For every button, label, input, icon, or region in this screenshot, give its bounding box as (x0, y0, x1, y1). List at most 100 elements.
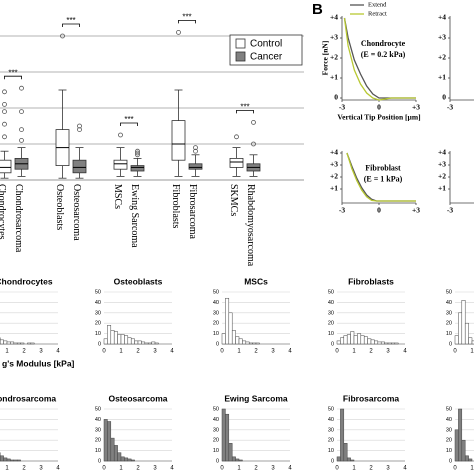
x-tick-label: Chondrocytes (0, 184, 7, 240)
x-tick-label: 1 (352, 349, 356, 355)
y-tick-label: 40 (328, 300, 334, 306)
x-tick-label: 0 (220, 349, 224, 355)
y-tick-label: +3 (438, 160, 446, 169)
y-tick-label: 10 (446, 331, 452, 337)
histogram-bar (103, 419, 108, 462)
histogram-bar (242, 340, 247, 345)
significance-label: *** (66, 16, 75, 25)
histogram-bar (127, 337, 132, 345)
histogram-bar (113, 445, 118, 462)
histogram-bar (113, 331, 118, 345)
y-tick-label: 30 (213, 310, 219, 316)
y-tick-label: 40 (95, 417, 101, 423)
x-tick-label: 4 (56, 349, 60, 355)
histogram-bar (110, 437, 115, 462)
histogram-bar (13, 342, 18, 345)
x-tick-label: 3 (153, 466, 157, 472)
legend-label: Control (250, 39, 282, 50)
outlier (193, 145, 198, 151)
histogram-bar (10, 459, 15, 462)
y-tick-label: 50 (328, 406, 334, 412)
y-tick-label: 30 (446, 310, 452, 316)
histogram-bar (117, 334, 122, 345)
y-tick-label: 40 (446, 417, 452, 423)
histogram-bar (0, 339, 4, 345)
histogram-bar (238, 459, 243, 462)
x-tick-label: 2 (369, 349, 373, 355)
y-tick-label: 30 (328, 427, 334, 433)
x-tick-label: 0 (453, 349, 457, 355)
y-tick-label: 0 (442, 93, 446, 102)
histogram-bar (107, 421, 112, 462)
outlier (135, 150, 140, 156)
histogram-bar (228, 312, 233, 345)
histogram-bar (228, 443, 233, 462)
y-tick-label: +3 (330, 160, 338, 169)
x-tick-label: -3 (339, 206, 345, 215)
legend-label: Cancer (250, 52, 283, 63)
histogram-bar (346, 457, 351, 462)
x-tick-label: 3 (386, 349, 390, 355)
legend-label: Retract (368, 10, 387, 17)
x-tick-label: 0 (377, 103, 381, 112)
legend-swatch (235, 51, 246, 62)
y-tick-label: 0 (216, 341, 219, 347)
histogram-bar (235, 336, 240, 345)
y-tick-label: 0 (449, 458, 452, 464)
histogram-bar (6, 341, 11, 345)
y-tick-label: 10 (213, 448, 219, 454)
histogram-bar (127, 458, 132, 462)
histogram-bar (461, 300, 466, 345)
x-tick-label: 1 (5, 466, 9, 472)
outlier (60, 33, 65, 39)
histogram-bar (0, 455, 4, 462)
x-tick-label: 2 (22, 349, 26, 355)
y-tick-label: 10 (95, 331, 101, 337)
y-tick-label: +1 (330, 73, 338, 82)
x-tick-label: MSCs (112, 184, 123, 209)
histogram-bar (13, 459, 18, 462)
histogram-bar (360, 335, 365, 345)
histogram-bar (231, 456, 236, 462)
y-tick-label: 0 (331, 458, 334, 464)
histogram-bar (464, 322, 469, 345)
x-axis-label: Vertical Tip Position [µm] (337, 113, 420, 122)
y-tick-label: 30 (446, 427, 452, 433)
x-tick-label: Osteoblasts (54, 184, 65, 230)
x-tick-label: 1 (119, 466, 123, 472)
histogram-bar (120, 334, 125, 345)
y-tick-label: 0 (98, 458, 101, 464)
plot-title: Fibrosarcoma (343, 393, 399, 403)
histogram-bar (221, 333, 226, 345)
outlier (2, 121, 7, 127)
x-tick-label: 2 (22, 466, 26, 472)
y-tick-label: +4 (330, 13, 338, 22)
histogram-bar (134, 340, 139, 345)
plot-subtitle: (E = 0.2 kPa) (361, 50, 406, 59)
y-tick-label: 20 (213, 438, 219, 444)
histogram-bar (458, 312, 463, 345)
x-tick-label: 4 (403, 349, 407, 355)
significance-label: *** (182, 13, 191, 22)
y-tick-label: 30 (328, 310, 334, 316)
x-tick-label: 3 (39, 349, 43, 355)
y-tick-label: 0 (216, 458, 219, 464)
histogram-bar (30, 342, 35, 345)
y-tick-label: 20 (95, 321, 101, 327)
x-tick-label: -3 (339, 103, 345, 112)
x-tick-label: 4 (403, 466, 407, 472)
y-tick-label: 20 (446, 321, 452, 327)
histogram-bar (367, 338, 372, 345)
x-tick-label: 0 (220, 466, 224, 472)
histogram-bar (343, 443, 348, 462)
plot-title: Fibroblast (365, 164, 401, 173)
y-tick-label: 30 (95, 310, 101, 316)
x-axis-label: g's Modulus [kPa] (2, 358, 75, 368)
histogram-bar (340, 337, 345, 345)
significance-label: *** (8, 68, 17, 77)
x-tick-label: 0 (102, 349, 106, 355)
plot-title: Osteoblasts (114, 276, 163, 286)
histogram-bar (225, 413, 230, 462)
